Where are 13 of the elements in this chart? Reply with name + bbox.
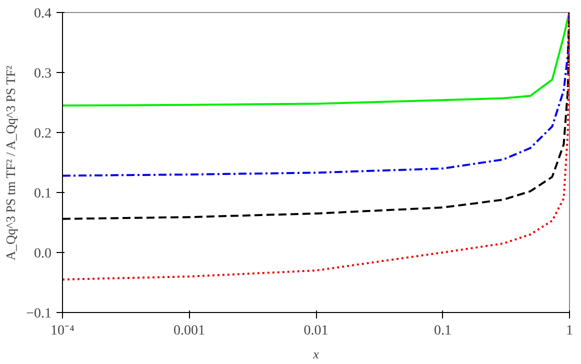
y-tick-label: 0.0 bbox=[34, 246, 52, 262]
x-tick-label: 0.1 bbox=[434, 324, 452, 338]
x-tick-label: 0.001 bbox=[174, 324, 205, 338]
y-axis-title: A_Qq^3 PS tm TF² / A_Qq^3 PS TF² bbox=[3, 66, 18, 260]
y-tick-label: 0.4 bbox=[34, 6, 52, 22]
y-tick-label: 0.3 bbox=[34, 66, 52, 82]
x-tick-label: 0.01 bbox=[304, 324, 328, 338]
y-tick-label: −0.1 bbox=[26, 306, 52, 322]
y-tick-label: 0.1 bbox=[34, 186, 52, 202]
x-axis-title: x bbox=[312, 346, 320, 362]
x-tick-label: 10⁻⁴ bbox=[50, 324, 75, 338]
y-tick-label: 0.2 bbox=[34, 126, 52, 142]
x-tick-label: 1 bbox=[566, 324, 573, 338]
